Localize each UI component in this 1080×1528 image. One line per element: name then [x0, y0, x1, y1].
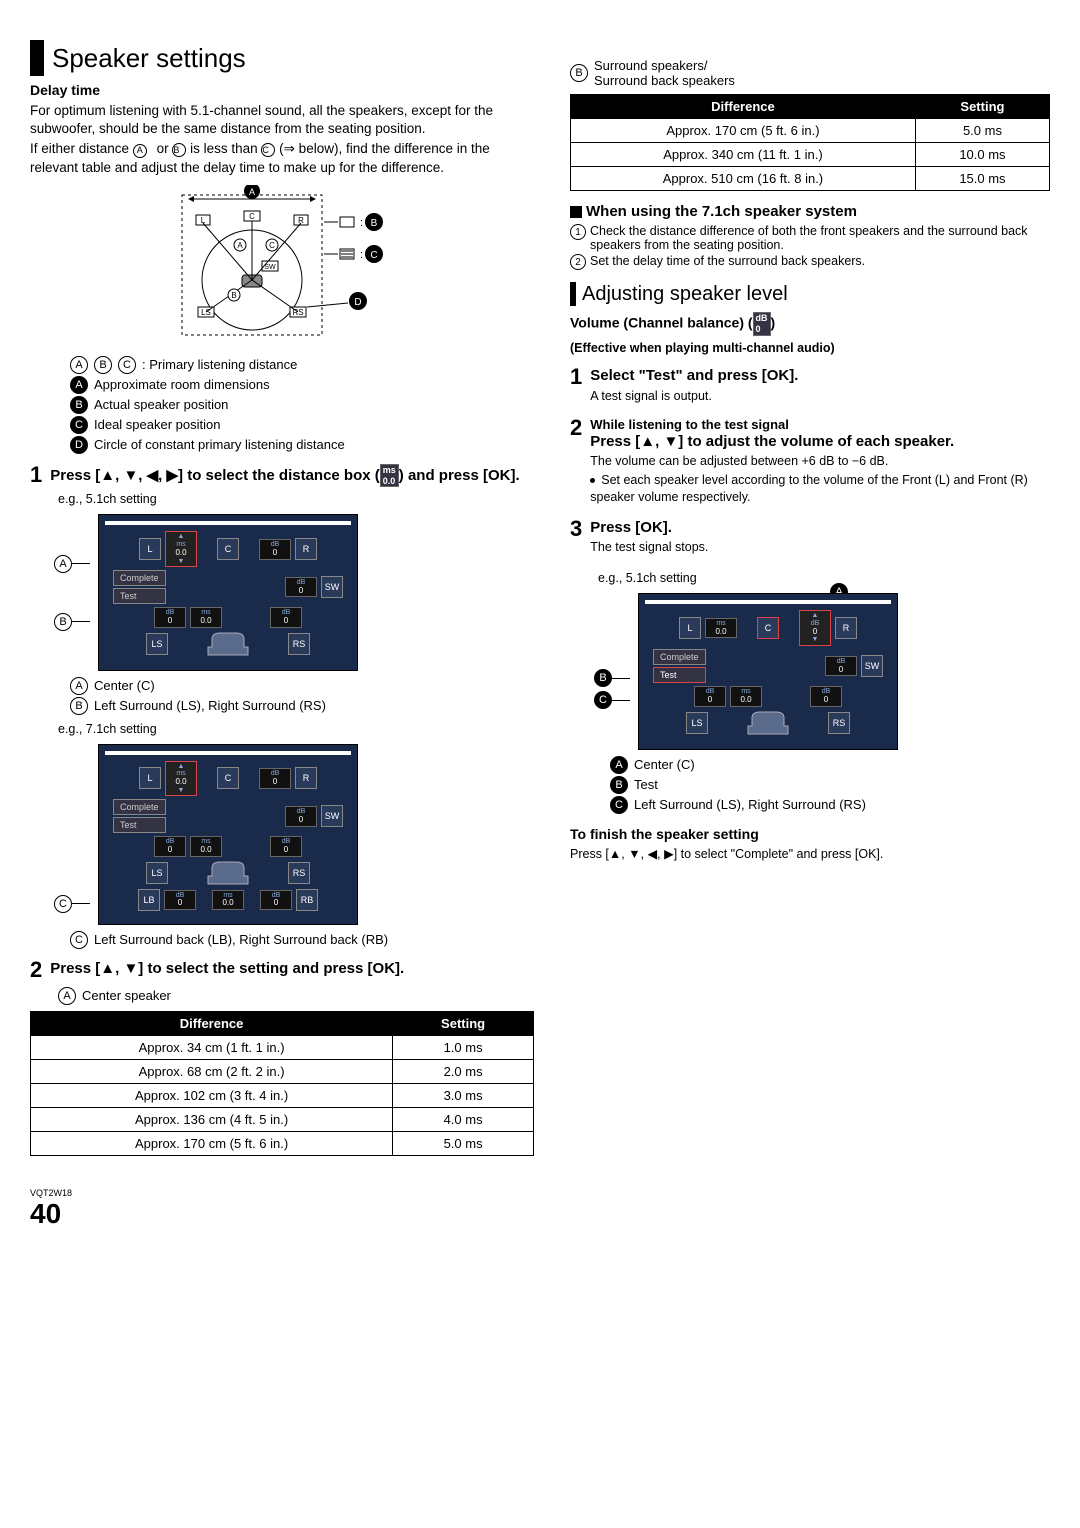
center-speaker-table: Difference Setting Approx. 34 cm (1 ft. …	[30, 1011, 534, 1156]
table-row: Approx. 102 cm (3 ft. 4 in.)3.0 ms	[31, 1083, 534, 1107]
svg-text:B: B	[231, 291, 236, 300]
volume-heading: Volume (Channel balance) (dB0)	[570, 312, 1050, 336]
gui-71ch-diagram: C L ▲ms0.0▼ C dB0 R Complete Test	[54, 744, 534, 925]
table-row: Approx. 136 cm (4 ft. 5 in.)4.0 ms	[31, 1107, 534, 1131]
couch-icon	[206, 631, 250, 657]
adjusting-level-section: Adjusting speaker level	[570, 282, 1050, 306]
svg-text:C: C	[370, 250, 377, 261]
svg-text:A: A	[237, 241, 243, 250]
svg-text::: :	[360, 217, 363, 229]
label-b-circle: B	[54, 613, 72, 631]
circled-c-icon: C	[118, 356, 136, 374]
inverted-d-icon: D	[70, 436, 88, 454]
volume-subheading: (Effective when playing multi-channel au…	[570, 340, 1050, 357]
adj-step-2: 2 While listening to the test signal Pre…	[570, 417, 1050, 508]
circled-c-icon: C	[261, 143, 275, 157]
eg-71-label: e.g., 7.1ch setting	[58, 721, 534, 738]
label-b-inverted: B	[594, 669, 612, 687]
step-circle-2-icon: 2	[570, 254, 586, 270]
circled-b-icon: B	[172, 143, 186, 157]
room-diagram: L C R SW LS RS A : B	[30, 185, 534, 348]
table-row: Approx. 170 cm (5 ft. 6 in.)5.0 ms	[571, 119, 1050, 143]
adj-step-3: 3 Press [OK]. The test signal stops.	[570, 518, 1050, 558]
page-number: 40	[30, 1198, 61, 1230]
adj-step-1: 1 Select "Test" and press [OK]. A test s…	[570, 366, 1050, 406]
table-row: Approx. 510 cm (16 ft. 8 in.)15.0 ms	[571, 167, 1050, 191]
svg-text:SW: SW	[264, 264, 276, 271]
gui-51ch-diagram: A B L ▲ms0.0▼ C dB0 R Complete	[54, 514, 534, 670]
table-row: Approx. 34 cm (1 ft. 1 in.)1.0 ms	[31, 1035, 534, 1059]
table-header-difference: Difference	[571, 95, 916, 119]
ms-box-icon: ms0.0	[380, 464, 399, 488]
surround-speaker-table: Difference Setting Approx. 170 cm (5 ft.…	[570, 94, 1050, 191]
table-header-setting: Setting	[393, 1011, 534, 1035]
gui-test-legend: ACenter (C) BTest CLeft Surround (LS), R…	[610, 756, 1050, 814]
gui-51-legend: ACenter (C) BLeft Surround (LS), Right S…	[70, 677, 534, 715]
db-box-icon: dB0	[753, 312, 771, 336]
svg-text:R: R	[298, 216, 304, 225]
square-bullet-icon	[570, 206, 582, 218]
table-header-setting: Setting	[915, 95, 1049, 119]
when-71ch-heading: When using the 7.1ch speaker system	[570, 203, 1050, 220]
svg-text:C: C	[249, 212, 255, 221]
accent-bar	[30, 40, 44, 76]
table-row: Approx. 68 cm (2 ft. 2 in.)2.0 ms	[31, 1059, 534, 1083]
delay-para-1: For optimum listening with 5.1-channel s…	[30, 102, 534, 138]
doc-code: VQT2W18	[30, 1188, 72, 1198]
step-2: 2 Press [▲, ▼] to select the setting and…	[30, 959, 534, 981]
step-1: 1 Press [▲, ▼, ◀, ▶] to select the dista…	[30, 464, 534, 488]
delay-para-2: If either distance A or B is less than C…	[30, 140, 534, 176]
couch-icon	[746, 710, 790, 736]
table-header-difference: Difference	[31, 1011, 393, 1035]
left-column: Speaker settings Delay time For optimum …	[30, 40, 534, 1168]
manual-page: Speaker settings Delay time For optimum …	[30, 40, 1050, 1168]
gui-71-legend: CLeft Surround back (LB), Right Surround…	[70, 931, 534, 949]
table-row: Approx. 170 cm (5 ft. 6 in.)5.0 ms	[31, 1131, 534, 1155]
label-c-inverted: C	[594, 691, 612, 709]
svg-text::: :	[360, 249, 363, 261]
bullet-dot-icon	[590, 478, 595, 483]
step-circle-1-icon: 1	[570, 224, 586, 240]
room-legend: ABC: Primary listening distance AApproxi…	[70, 356, 534, 454]
table-row: Approx. 340 cm (11 ft. 1 in.)10.0 ms	[571, 143, 1050, 167]
page-footer: VQT2W18 40	[30, 1188, 1050, 1230]
couch-icon	[206, 860, 250, 886]
right-column: BSurround speakers/ Surround back speake…	[570, 40, 1050, 1168]
svg-text:A: A	[249, 187, 255, 197]
circled-a-icon: A	[133, 144, 147, 158]
section-speaker-settings: Speaker settings	[30, 40, 534, 76]
eg-51-label-right: e.g., 5.1ch setting	[598, 566, 697, 587]
finish-text: Press [▲, ▼, ◀, ▶] to select "Complete" …	[570, 846, 1050, 863]
label-a-circle: A	[54, 555, 72, 573]
inverted-b-icon: B	[70, 396, 88, 414]
label-c-circle: C	[54, 895, 72, 913]
gui-51ch-test-diagram: A B C L ms0.0 C	[594, 593, 1050, 749]
eg-51-label: e.g., 5.1ch setting	[58, 491, 534, 508]
finish-heading: To finish the speaker setting	[570, 826, 1050, 842]
svg-text:D: D	[354, 297, 361, 308]
svg-text:C: C	[269, 241, 275, 250]
section-title: Speaker settings	[52, 43, 246, 74]
circled-b-icon: B	[94, 356, 112, 374]
delay-time-heading: Delay time	[30, 82, 534, 98]
circled-a-icon: A	[70, 356, 88, 374]
svg-text:B: B	[371, 218, 378, 229]
inverted-c-icon: C	[70, 416, 88, 434]
inverted-a-icon: A	[70, 376, 88, 394]
